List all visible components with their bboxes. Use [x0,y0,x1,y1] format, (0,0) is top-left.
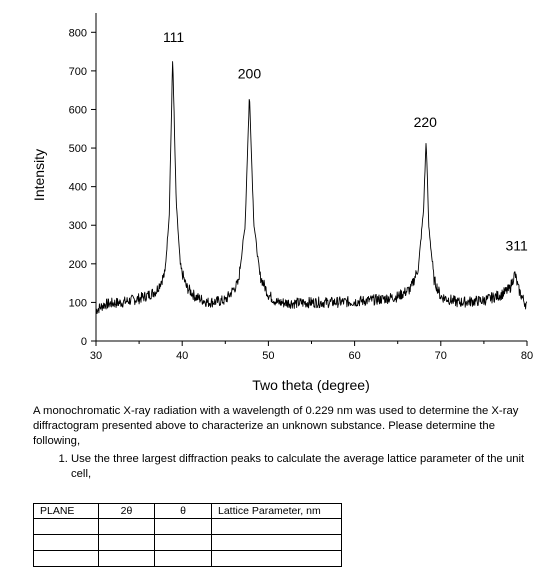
y-tick-label: 600 [69,104,87,116]
x-tick-label: 30 [90,350,102,362]
cell-lattice[interactable] [211,534,342,551]
header-theta: θ [154,503,212,519]
chart-axes [95,13,527,342]
cell-two-theta[interactable] [98,518,155,535]
peak-label-200: 200 [238,66,262,82]
x-ticks: 30 40 50 60 70 80 [90,341,533,362]
cell-two-theta[interactable] [98,550,155,567]
x-tick-label: 40 [176,350,188,362]
y-tick-label: 0 [81,336,87,348]
x-axis-title: Two theta (degree) [252,377,370,393]
y-ticks: 0 100 200 300 400 500 600 700 800 [69,27,96,348]
answer-table: PLANE 2θ θ Lattice Parameter, nm [33,503,342,567]
y-tick-label: 800 [69,27,87,39]
table-row [33,534,342,551]
table-row [33,550,342,567]
question-intro: A monochromatic X-ray radiation with a w… [33,405,519,447]
x-tick-label: 50 [262,350,274,362]
table-row [33,518,342,535]
peak-label-220: 220 [414,114,438,130]
question-list: Use the three largest diffraction peaks … [33,452,533,482]
y-tick-label: 100 [69,297,87,309]
y-tick-label: 400 [69,182,87,194]
y-axis-title: Intensity [31,149,47,201]
question-block: A monochromatic X-ray radiation with a w… [33,404,533,482]
cell-lattice[interactable] [211,550,342,567]
x-tick-label: 70 [435,350,447,362]
y-tick-label: 200 [69,259,87,271]
x-tick-label: 80 [521,350,533,362]
peak-labels: 111 200 220 311 [163,29,528,253]
cell-theta[interactable] [154,534,212,551]
diffraction-trace [95,61,528,315]
cell-lattice[interactable] [211,518,342,535]
y-tick-label: 500 [69,143,87,155]
cell-plane[interactable] [33,534,99,551]
header-lattice-parameter: Lattice Parameter, nm [211,503,342,519]
cell-theta[interactable] [154,518,212,535]
table-header-row: PLANE 2θ θ Lattice Parameter, nm [33,503,342,519]
xrd-chart: 30 40 50 60 70 80 0 100 200 300 400 500 600 700 800 1… [31,13,533,393]
cell-plane[interactable] [33,518,99,535]
y-tick-label: 700 [69,66,87,78]
header-plane: PLANE [33,503,99,519]
cell-theta[interactable] [154,550,212,567]
y-tick-label: 300 [69,220,87,232]
peak-label-311: 311 [505,237,528,253]
question-item-1: Use the three largest diffraction peaks … [71,452,533,482]
peak-label-111: 111 [163,29,184,45]
cell-plane[interactable] [33,550,99,567]
header-two-theta: 2θ [98,503,155,519]
x-tick-label: 60 [348,350,360,362]
cell-two-theta[interactable] [98,534,155,551]
